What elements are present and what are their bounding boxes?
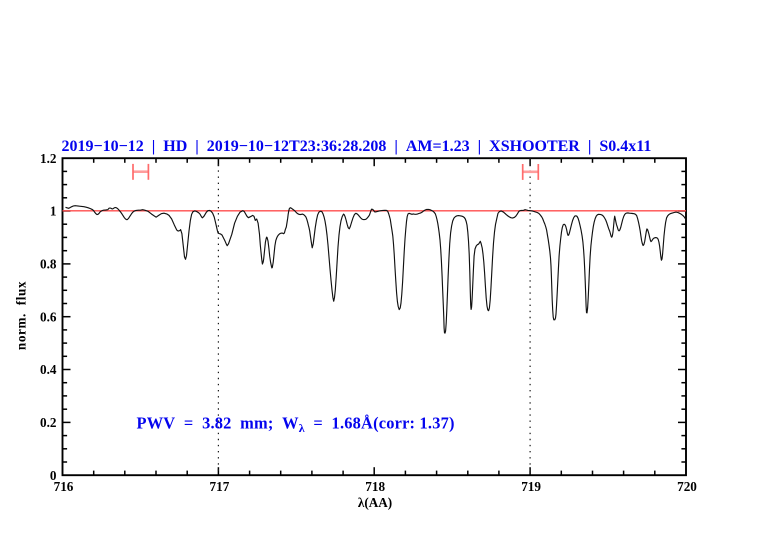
svg-text:1.2: 1.2 bbox=[40, 151, 57, 166]
svg-text:PWV = 3.82 mm; Wλ = 1.68: PWV = 3.82 mm; Wλ = 1.68Å(corr: 1.37) bbox=[137, 414, 455, 435]
svg-text:norm. flux: norm. flux bbox=[13, 281, 28, 350]
svg-text:718: 718 bbox=[365, 479, 385, 494]
svg-text:0.6: 0.6 bbox=[40, 309, 57, 324]
svg-text:717: 717 bbox=[210, 479, 230, 494]
svg-text:716: 716 bbox=[54, 479, 74, 494]
svg-text:0.8: 0.8 bbox=[40, 257, 57, 272]
svg-text:0.2: 0.2 bbox=[40, 415, 57, 430]
svg-text:2019−10−12 | HD | 2019−10−: 2019−10−12 | HD | 2019−10−12T23:36:28.20… bbox=[62, 138, 652, 155]
svg-text:720: 720 bbox=[677, 479, 697, 494]
svg-text:1: 1 bbox=[50, 204, 57, 219]
svg-text:λ(AA): λ(AA) bbox=[358, 495, 392, 510]
svg-text:0.4: 0.4 bbox=[40, 362, 57, 377]
svg-text:719: 719 bbox=[521, 479, 541, 494]
svg-text:0: 0 bbox=[50, 468, 57, 483]
